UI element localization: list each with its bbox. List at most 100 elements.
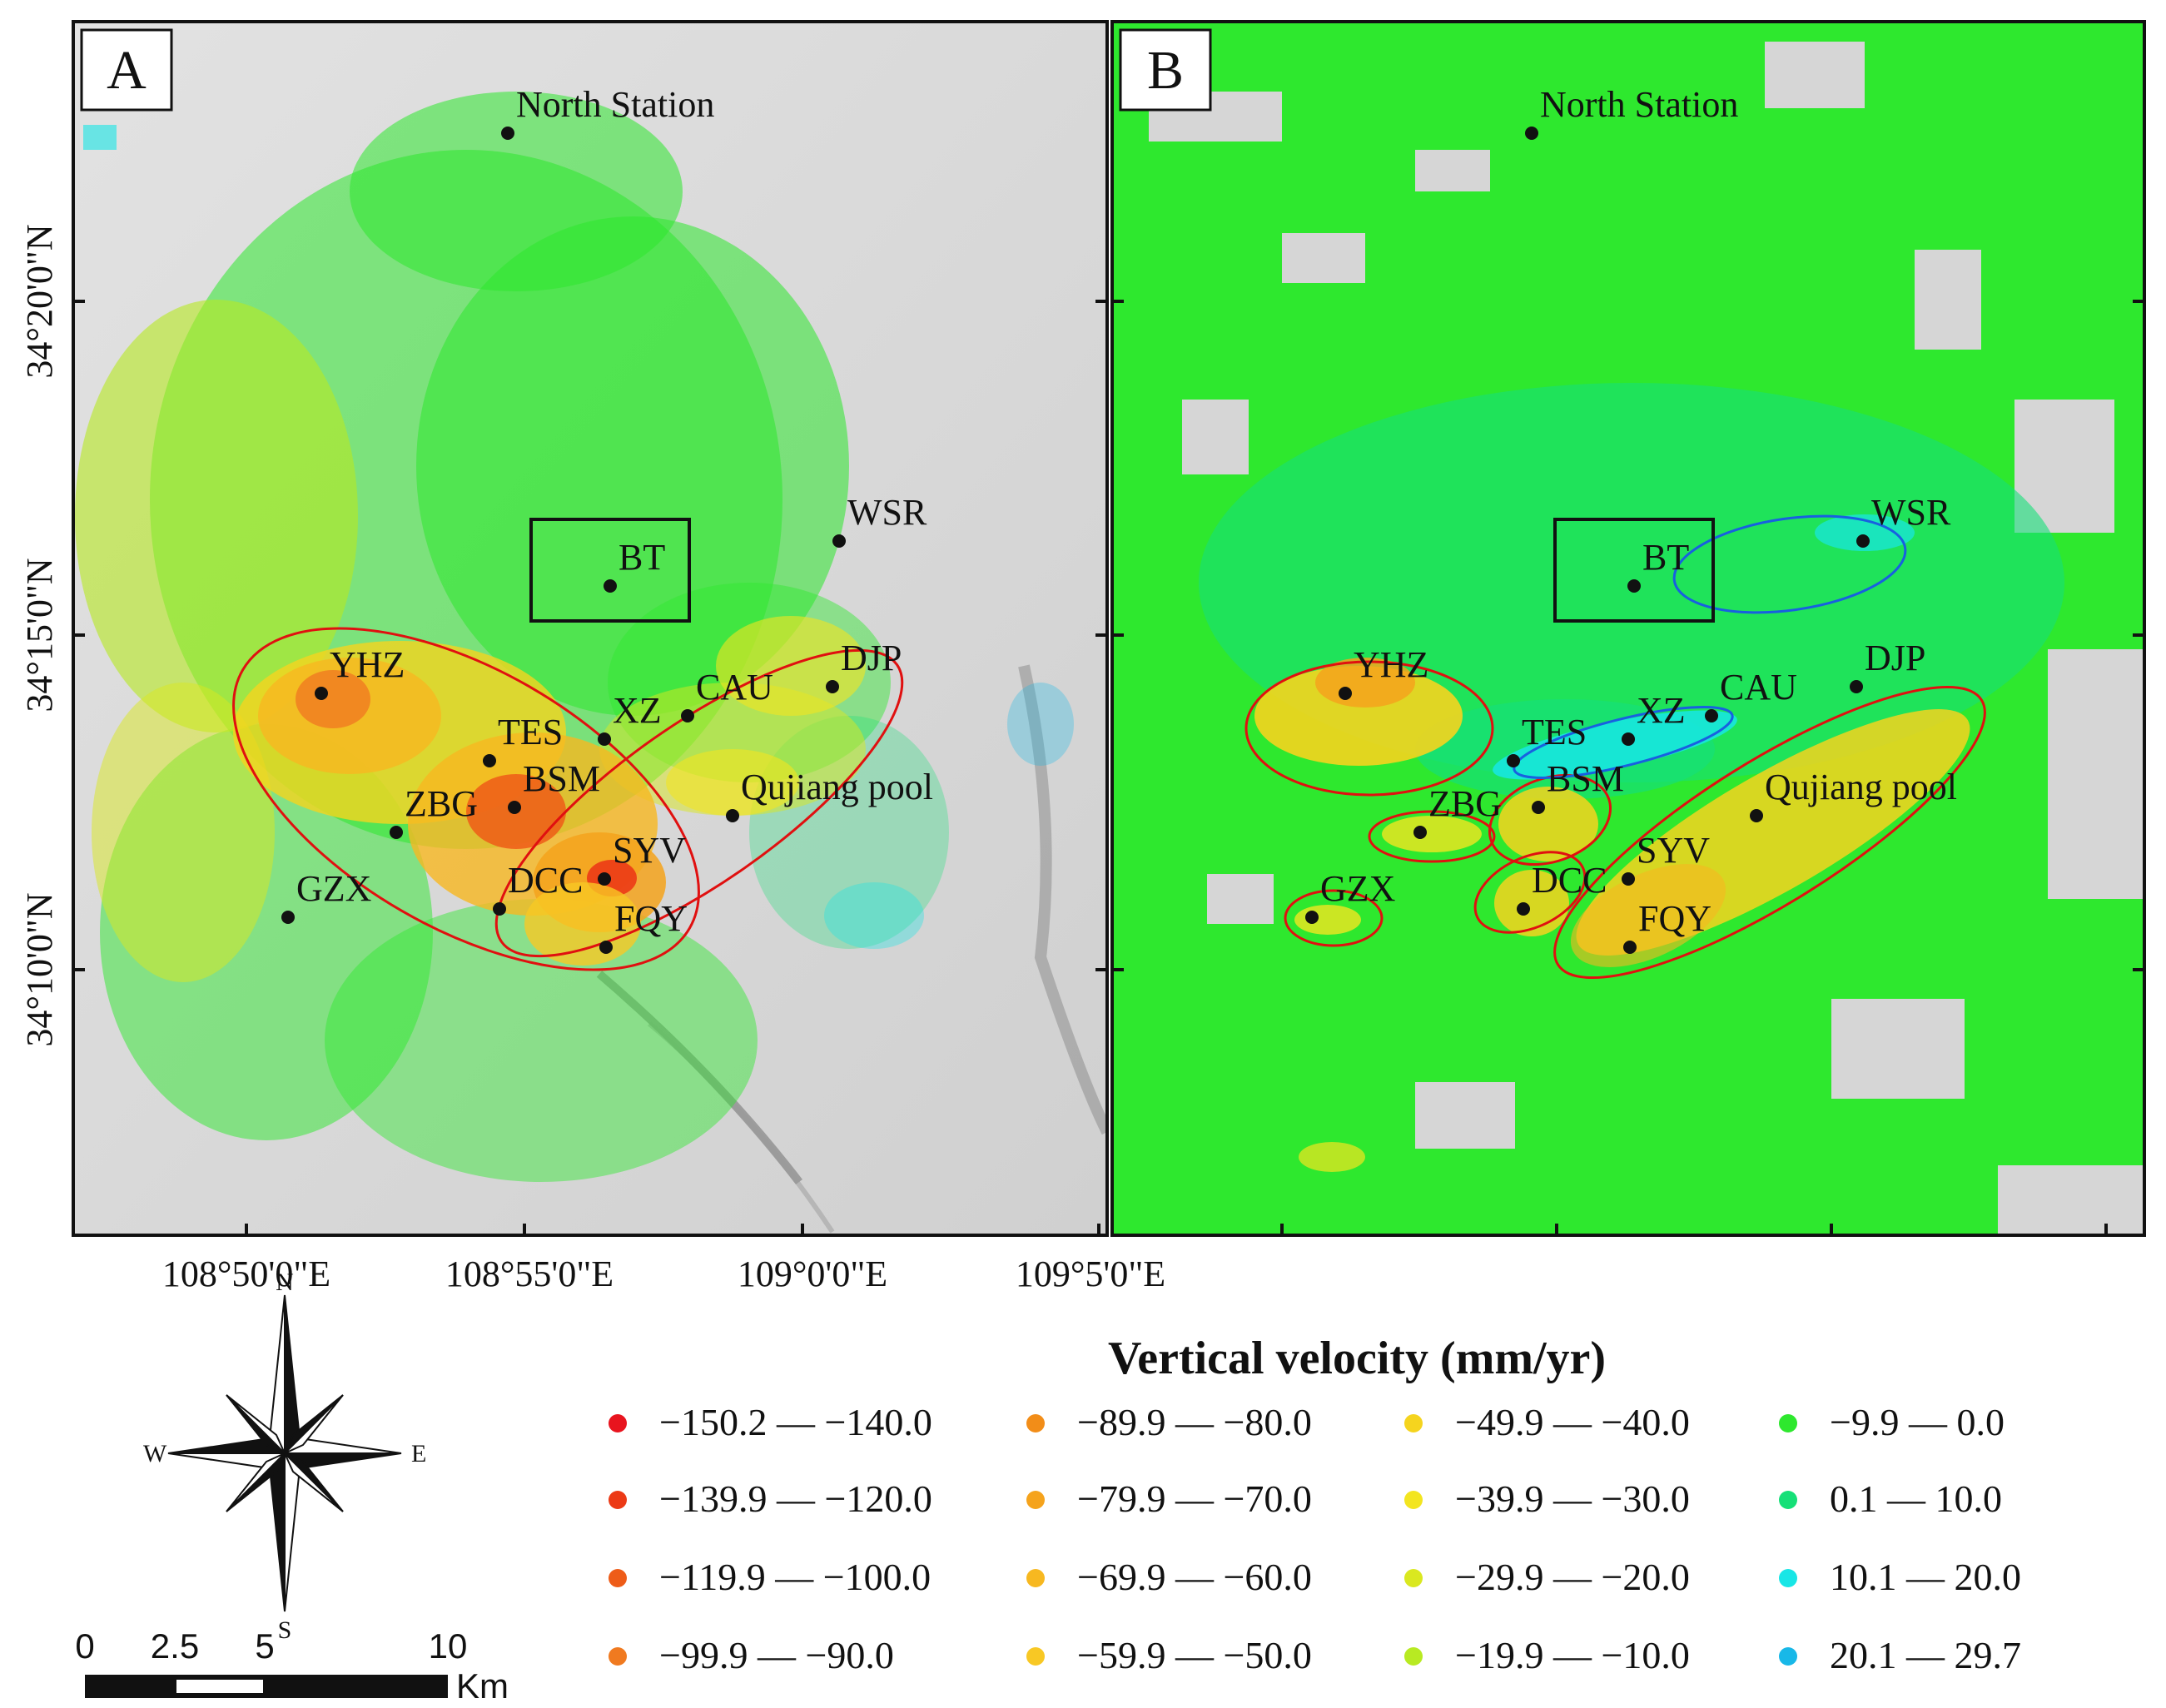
scale-tick: 0 [75,1626,94,1666]
lon-label: 109°0'0"E [738,1254,887,1294]
legend-title: Vertical velocity (mm/yr) [1108,1333,1606,1384]
no-data-areas [1149,42,2144,1235]
station-syv-a[interactable] [598,872,611,886]
panel-label-b: B [1147,40,1184,101]
legend-label: −59.9 — −50.0 [1077,1634,1312,1676]
station-bsm-b[interactable] [1532,801,1545,814]
legend-swatch [1404,1647,1423,1666]
lat-label: 34°10'0"N [19,892,60,1046]
latitude-labels: 34°20'0"N 34°15'0"N 34°10'0"N [19,224,60,1046]
station-xz-b[interactable] [1622,732,1635,746]
subsidence-zone-bsm [1488,773,1612,866]
station-dcc-b[interactable] [1517,902,1530,916]
legend-label: −139.9 — −120.0 [659,1477,932,1520]
station-label: BT [1642,537,1689,578]
station-label: FQY [1638,898,1711,939]
subsidence-zone-west [232,627,700,971]
legend-swatch [1779,1414,1797,1432]
station-label: BT [619,537,665,578]
station-north-station-a[interactable] [501,127,514,140]
subsidence-zone-gzx [1284,889,1384,947]
station-bsm-a[interactable] [508,801,521,814]
lat-label: 34°15'0"N [19,558,60,712]
bt-study-box[interactable] [1553,518,1715,623]
legend-swatch [1779,1569,1797,1587]
compass-w: W [143,1440,167,1467]
station-gzx-a[interactable] [281,911,295,924]
subsidence-zone-djp-fqy [1553,685,1986,980]
uplift-zone-bt-wsr [1672,514,1907,614]
legend-swatch [1026,1569,1045,1587]
velocity-legend: Vertical velocity (mm/yr) −150.2 — −140.… [609,1333,2021,1676]
station-dcc-a[interactable] [493,902,506,916]
lon-label: 109°5'0"E [1016,1254,1165,1294]
station-markers-a: North Station WSR BT YHZ DJP CAU XZ TES … [281,84,933,954]
map-panel-a[interactable]: A North Station WSR BT YHZ DJP CAU XZ TE… [72,20,1109,1237]
legend-swatch [1026,1491,1045,1509]
scale-tick: 10 [429,1626,468,1666]
station-label: Qujiang pool [741,767,933,807]
station-label: BSM [523,758,600,799]
station-yhz-b[interactable] [1339,687,1352,700]
legend-swatch [1026,1647,1045,1666]
legend-swatch [609,1414,627,1432]
legend-label: −9.9 — 0.0 [1830,1401,2005,1443]
station-zbg-b[interactable] [1413,826,1427,839]
station-label: DCC [1532,860,1607,901]
station-label: WSR [1871,492,1951,533]
north-arrow-compass: N S E W [143,1269,426,1644]
station-fqy-a[interactable] [599,941,613,954]
station-label: DCC [508,860,583,901]
subsidence-zone-yhz [1244,660,1494,797]
legend-label: −19.9 — −10.0 [1455,1634,1690,1676]
legend-swatch [1404,1491,1423,1509]
station-tes-a[interactable] [483,754,496,767]
uplift-zone-cyan [1493,710,1737,780]
subsidence-zone-dcc [1473,851,1587,934]
station-qujiang-pool-b[interactable] [1750,809,1763,822]
station-label: XZ [1637,690,1686,731]
axis-ticks-a [73,300,1107,1235]
station-label: TES [498,712,563,752]
station-bt-a[interactable] [604,579,617,593]
station-label: CAU [696,667,773,708]
station-label: SYV [613,830,686,871]
station-gzx-b[interactable] [1305,911,1319,924]
scale-tick: 2.5 [151,1626,199,1666]
legend-label: −39.9 — −30.0 [1455,1477,1690,1520]
station-djp-a[interactable] [826,680,839,693]
subsidence-zone-east [494,648,904,958]
uplift-zone-tes-xz [1513,706,1734,779]
station-wsr-a[interactable] [832,534,846,548]
station-bt-b[interactable] [1627,579,1641,593]
station-cau-b[interactable] [1705,709,1718,722]
map-panel-b[interactable]: B North Station WSR BT YHZ DJP CAU XZ TE… [1110,20,2146,1237]
station-tes-b[interactable] [1507,754,1520,767]
legend-swatch [1779,1647,1797,1666]
legend-label: 0.1 — 10.0 [1830,1477,2002,1520]
station-cau-a[interactable] [681,709,694,722]
station-label: CAU [1720,667,1797,708]
lon-label: 108°55'0"E [445,1254,614,1294]
station-markers-b: North Station WSR BT YHZ DJP CAU XZ TES … [1305,84,1957,954]
panel-label-a: A [107,40,147,101]
station-yhz-a[interactable] [315,687,328,700]
station-djp-b[interactable] [1850,680,1863,693]
station-qujiang-pool-a[interactable] [726,809,739,822]
compass-e: E [411,1440,426,1467]
legend-label: 10.1 — 20.0 [1830,1556,2021,1598]
station-zbg-a[interactable] [390,826,403,839]
legend-label: −89.9 — −80.0 [1077,1401,1312,1443]
station-xz-a[interactable] [598,732,611,746]
station-fqy-b[interactable] [1623,941,1637,954]
longitude-labels: 108°50'0"E 108°55'0"E 109°0'0"E 109°5'0"… [162,1254,1165,1294]
legend-swatch [1404,1414,1423,1432]
station-label: North Station [1540,84,1738,125]
station-syv-b[interactable] [1622,872,1635,886]
subsidence-funnel [233,641,799,966]
station-wsr-b[interactable] [1856,534,1870,548]
bt-study-box[interactable] [529,518,691,623]
station-label: YHZ [1354,644,1428,685]
station-north-station-b[interactable] [1525,127,1538,140]
station-label: DJP [841,638,902,678]
